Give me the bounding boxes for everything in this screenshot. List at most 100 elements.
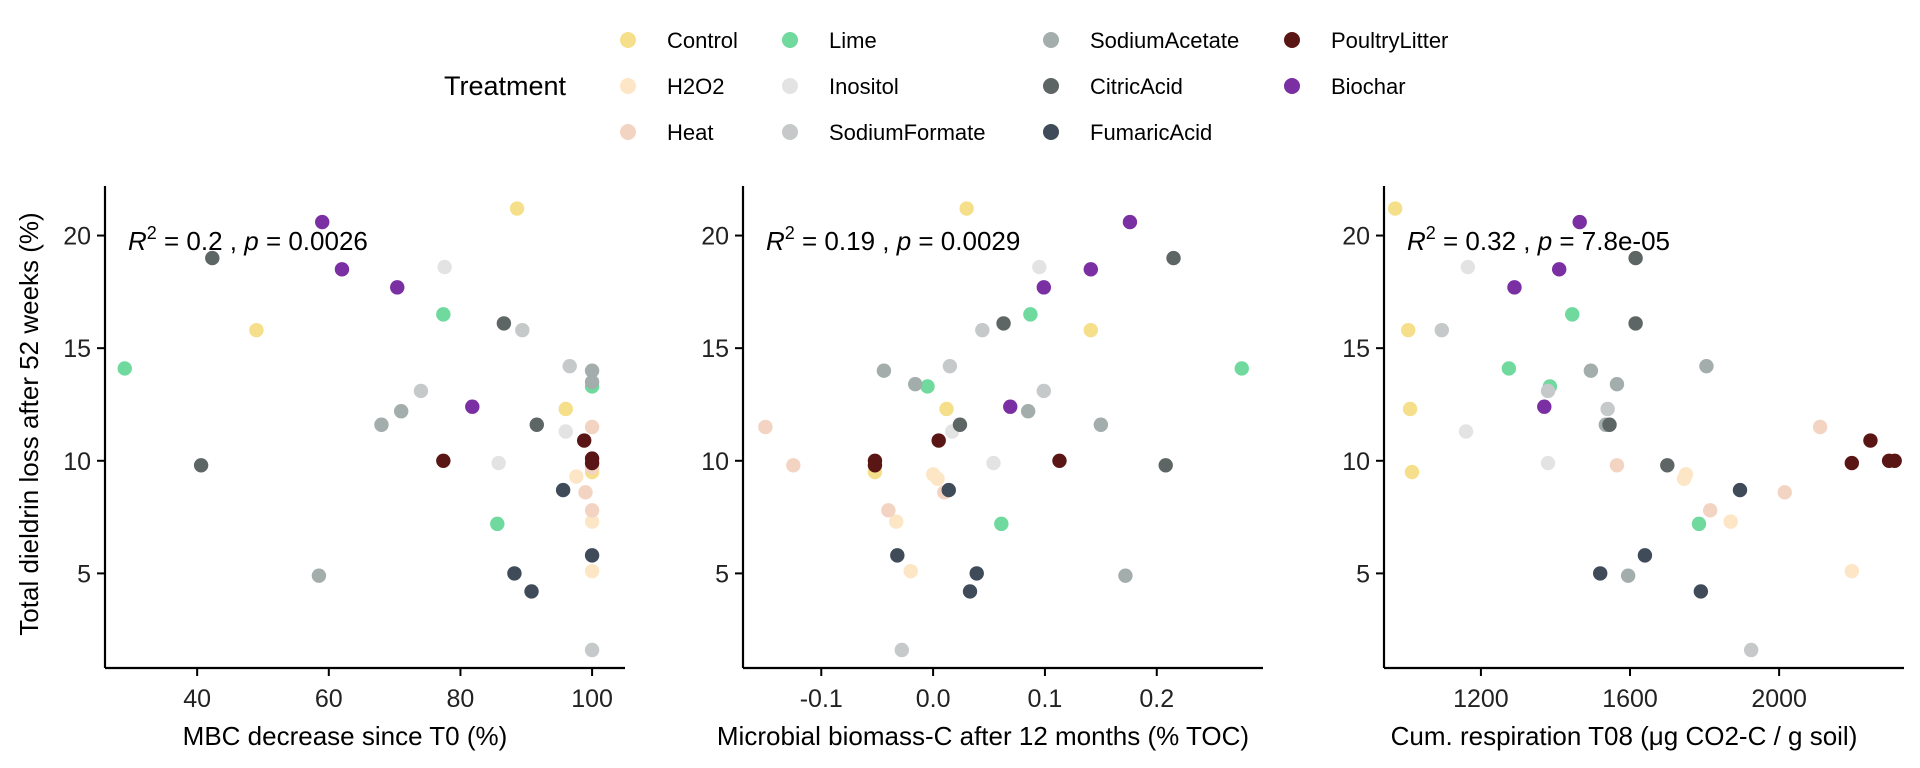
data-point bbox=[558, 401, 573, 417]
data-point bbox=[1602, 417, 1617, 432]
series-control bbox=[1387, 201, 1420, 480]
x-tick-label: 60 bbox=[315, 685, 343, 713]
legend: Treatment Control H2O2 Heat Lime Inositol Sod… bbox=[444, 28, 1448, 145]
data-point bbox=[562, 358, 577, 374]
data-point bbox=[1093, 417, 1109, 432]
data-point bbox=[1777, 485, 1792, 500]
data-point bbox=[930, 471, 945, 487]
panel-2: 5 10 15 20 -0.1 0.0 0.1 0.2 Microbial biomass-C … bbox=[701, 186, 1263, 751]
series-poultrylitter bbox=[867, 433, 1067, 473]
legend-key-sodiumacetate bbox=[1043, 32, 1059, 48]
series-citricacid bbox=[193, 250, 544, 473]
data-point bbox=[1387, 201, 1403, 216]
y-tick-label: 10 bbox=[63, 448, 91, 476]
data-point bbox=[249, 322, 264, 338]
data-point bbox=[1036, 383, 1052, 399]
legend-item-sodiumacetate: SodiumAcetate bbox=[1043, 28, 1239, 53]
data-point bbox=[1501, 361, 1517, 376]
data-point bbox=[1166, 250, 1181, 266]
data-point bbox=[205, 250, 220, 266]
data-point bbox=[1609, 377, 1625, 392]
x-tick-label: 100 bbox=[571, 685, 613, 713]
data-point bbox=[959, 201, 974, 216]
data-point bbox=[437, 259, 452, 275]
x-tick-label: 0.0 bbox=[916, 685, 951, 713]
series-fumaricacid bbox=[1593, 482, 1748, 599]
series-control bbox=[249, 201, 600, 480]
data-point bbox=[584, 374, 600, 390]
series-biochar bbox=[1507, 214, 1587, 414]
data-point bbox=[1844, 455, 1860, 471]
data-point bbox=[1551, 262, 1567, 277]
legend-title: Treatment bbox=[444, 71, 567, 101]
data-point bbox=[1609, 458, 1625, 473]
x-tick-label: 2000 bbox=[1751, 685, 1807, 713]
data-point bbox=[315, 214, 330, 230]
data-point bbox=[889, 514, 904, 529]
data-point bbox=[515, 322, 530, 338]
series-citricacid bbox=[952, 250, 1181, 473]
data-point bbox=[1887, 453, 1902, 468]
data-point bbox=[758, 419, 773, 435]
data-point bbox=[1083, 262, 1098, 277]
data-point bbox=[867, 458, 883, 473]
legend-item-fumaricacid: FumaricAcid bbox=[1043, 120, 1212, 145]
legend-label: SodiumAcetate bbox=[1090, 28, 1239, 53]
data-point bbox=[569, 469, 584, 484]
data-point bbox=[1032, 259, 1047, 275]
stats-annotation: R2 = 0.2 , p = 0.0026 bbox=[128, 223, 368, 256]
y-tick-label: 10 bbox=[701, 448, 729, 476]
series-sodiumacetate bbox=[311, 363, 600, 583]
data-point bbox=[491, 455, 506, 471]
data-point bbox=[584, 455, 600, 471]
series-lime bbox=[1501, 307, 1707, 532]
legend-item-citricacid: CitricAcid bbox=[1043, 74, 1183, 99]
data-point bbox=[117, 361, 132, 376]
data-point bbox=[555, 482, 571, 498]
x-axis-title: Microbial biomass-C after 12 months (% T… bbox=[717, 721, 1249, 751]
data-point bbox=[584, 363, 600, 378]
data-point bbox=[1628, 250, 1643, 266]
series-poultrylitter bbox=[436, 433, 600, 471]
data-point bbox=[890, 548, 905, 563]
data-point bbox=[558, 424, 573, 439]
data-point bbox=[374, 417, 389, 432]
data-point bbox=[1593, 566, 1608, 581]
data-point bbox=[1234, 361, 1249, 376]
data-point bbox=[390, 280, 405, 295]
data-point bbox=[465, 399, 480, 414]
legend-key-control bbox=[620, 32, 636, 48]
y-tick-label: 15 bbox=[63, 335, 91, 363]
legend-item-heat: Heat bbox=[620, 120, 713, 145]
x-tick-label: -0.1 bbox=[800, 685, 843, 713]
stats-annotation: R2 = 0.19 , p = 0.0029 bbox=[766, 223, 1020, 256]
series-fumaricacid bbox=[507, 482, 600, 599]
data-point bbox=[584, 642, 600, 658]
series-lime bbox=[117, 307, 600, 532]
data-point bbox=[311, 568, 327, 583]
data-point bbox=[1460, 259, 1476, 275]
data-point bbox=[1540, 455, 1556, 471]
data-point bbox=[942, 358, 958, 374]
data-point bbox=[1023, 307, 1038, 322]
data-point bbox=[1122, 214, 1138, 230]
data-point bbox=[1732, 482, 1748, 498]
legend-label: Control bbox=[667, 28, 738, 53]
data-point bbox=[334, 262, 350, 277]
legend-key-fumaricacid bbox=[1043, 124, 1059, 140]
legend-key-poultrylitter bbox=[1284, 32, 1300, 48]
x-tick-label: 40 bbox=[183, 685, 211, 713]
legend-key-sodiumformate bbox=[782, 124, 798, 140]
y-tick-label: 5 bbox=[1356, 560, 1370, 588]
legend-label: FumaricAcid bbox=[1090, 120, 1212, 145]
series-h2o2 bbox=[889, 467, 945, 579]
data-point bbox=[1402, 401, 1418, 417]
panels: 5 10 15 20 40 60 80 100 MBC decrease since T0 (%… bbox=[63, 186, 1904, 751]
legend-item-biochar: Biochar bbox=[1284, 74, 1406, 99]
legend-item-sodiumformate: SodiumFormate bbox=[782, 120, 986, 145]
data-point bbox=[931, 433, 946, 448]
data-point bbox=[1743, 642, 1759, 658]
data-point bbox=[1583, 363, 1599, 378]
data-point bbox=[496, 316, 512, 331]
series-h2o2 bbox=[1676, 467, 1860, 579]
